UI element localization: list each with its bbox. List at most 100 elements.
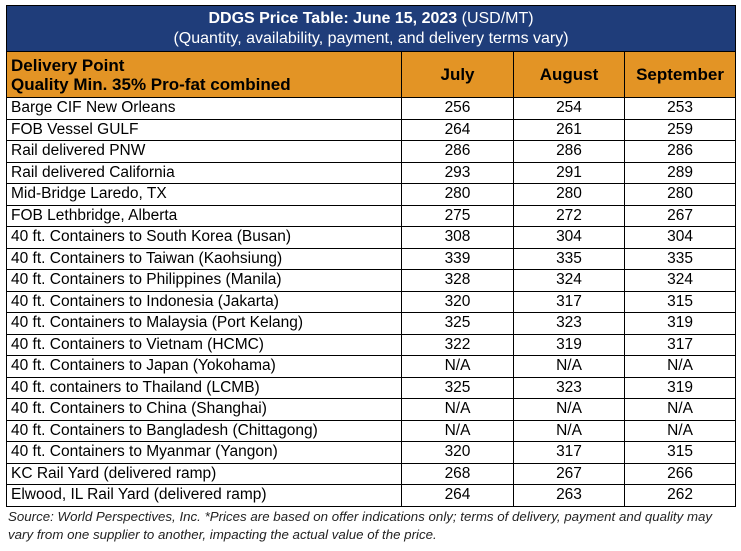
table-row: Barge CIF New Orleans 256 254 253 (6, 97, 737, 120)
august-price-cell: 323 (513, 376, 625, 399)
location-cell: 40 ft. Containers to Malaysia (Port Kela… (6, 312, 402, 335)
july-price-cell: N/A (401, 398, 514, 421)
september-price-cell: 289 (623, 161, 737, 184)
august-price-cell: 335 (513, 247, 625, 270)
location-cell: 40 ft. Containers to South Korea (Busan) (6, 226, 402, 249)
table-row: Mid-Bridge Laredo, TX 280 280 280 (6, 183, 737, 206)
august-price-cell: 317 (513, 290, 625, 313)
july-price-cell: 275 (401, 204, 514, 227)
september-price-cell: 324 (623, 269, 737, 292)
july-price-cell: 264 (401, 484, 514, 507)
location-cell: 40 ft. Containers to Taiwan (Kaohsiung) (6, 247, 402, 270)
table-row: 40 ft. Containers to Indonesia (Jakarta)… (6, 290, 737, 313)
location-cell: 40 ft. Containers to Vietnam (HCMC) (6, 333, 402, 356)
august-price-cell: 291 (513, 161, 625, 184)
location-cell: 40 ft. Containers to Philippines (Manila… (6, 269, 402, 292)
september-price-cell: 317 (623, 333, 737, 356)
september-price-cell: 253 (623, 97, 737, 120)
location-cell: Rail delivered California (6, 161, 402, 184)
footnote: Source: World Perspectives, Inc. *Prices… (8, 508, 713, 542)
august-price-cell: N/A (513, 419, 625, 442)
month-header-september: September (623, 51, 737, 98)
august-price-cell: 286 (513, 140, 625, 163)
table-row: 40 ft. Containers to Malaysia (Port Kela… (6, 312, 737, 335)
august-price-cell: 263 (513, 484, 625, 507)
july-price-cell: 328 (401, 269, 514, 292)
table-row: 40 ft. Containers to South Korea (Busan)… (6, 226, 737, 249)
table-row: Rail delivered PNW 286 286 286 (6, 140, 737, 163)
july-price-cell: 320 (401, 290, 514, 313)
table-row: 40 ft. Containers to Philippines (Manila… (6, 269, 737, 292)
september-price-cell: 304 (623, 226, 737, 249)
september-price-cell: 266 (623, 462, 737, 485)
august-price-cell: N/A (513, 355, 625, 378)
august-price-cell: 317 (513, 441, 625, 464)
table-row: 40 ft. Containers to Bangladesh (Chittag… (6, 419, 737, 442)
july-price-cell: 293 (401, 161, 514, 184)
location-cell: KC Rail Yard (delivered ramp) (6, 462, 402, 485)
location-cell: 40 ft. Containers to Bangladesh (Chittag… (6, 419, 402, 442)
august-price-cell: N/A (513, 398, 625, 421)
september-price-cell: 262 (623, 484, 737, 507)
september-price-cell: 259 (623, 118, 737, 141)
price-table-container: DDGS Price Table: June 15, 2023 (USD/MT)… (5, 5, 737, 544)
table-row: 40 ft. containers to Thailand (LCMB) 325 3… (6, 376, 737, 399)
location-cell: Rail delivered PNW (6, 140, 402, 163)
september-price-cell: N/A (623, 355, 737, 378)
august-price-cell: 280 (513, 183, 625, 206)
table-row: 40 ft. Containers to Vietnam (HCMC) 322 31… (6, 333, 737, 356)
table-row: 40 ft. Containers to Japan (Yokohama) N/A… (6, 355, 737, 378)
august-price-cell: 304 (513, 226, 625, 249)
august-price-cell: 323 (513, 312, 625, 335)
july-price-cell: 268 (401, 462, 514, 485)
location-cell: Mid-Bridge Laredo, TX (6, 183, 402, 206)
september-price-cell: N/A (623, 398, 737, 421)
september-price-cell: 315 (623, 290, 737, 313)
september-price-cell: 319 (623, 312, 737, 335)
title-row: DDGS Price Table: June 15, 2023 (USD/MT)… (5, 5, 737, 52)
location-cell: 40 ft. Containers to Indonesia (Jakarta) (6, 290, 402, 313)
table-row: Rail delivered California 293 291 289 (6, 161, 737, 184)
location-cell: FOB Vessel GULF (6, 118, 402, 141)
august-price-cell: 267 (513, 462, 625, 485)
september-price-cell: 280 (623, 183, 737, 206)
location-cell: Elwood, IL Rail Yard (delivered ramp) (6, 484, 402, 507)
august-price-cell: 272 (513, 204, 625, 227)
location-cell: 40 ft. Containers to China (Shanghai) (6, 398, 402, 421)
location-cell: FOB Lethbridge, Alberta (6, 204, 402, 227)
table-row: FOB Lethbridge, Alberta 275 272 267 (6, 204, 737, 227)
delivery-point-header: Delivery Point Quality Min. 35% Pro-fat … (6, 51, 402, 98)
location-cell: 40 ft. Containers to Myanmar (Yangon) (6, 441, 402, 464)
september-price-cell: N/A (623, 419, 737, 442)
month-header-july: July (401, 51, 514, 98)
september-price-cell: 286 (623, 140, 737, 163)
table-title: DDGS Price Table: June 15, 2023 (USD/MT)… (5, 5, 737, 52)
july-price-cell: 325 (401, 376, 514, 399)
header-row: Delivery Point Quality Min. 35% Pro-fat … (6, 51, 737, 98)
july-price-cell: 339 (401, 247, 514, 270)
september-price-cell: 319 (623, 376, 737, 399)
september-price-cell: 335 (623, 247, 737, 270)
title-subtitle: (Quantity, availability, payment, and de… (173, 29, 569, 47)
title-unit: (USD/MT) (461, 9, 534, 27)
table-row: 40 ft. Containers to China (Shanghai) N/A… (6, 398, 737, 421)
july-price-cell: 264 (401, 118, 514, 141)
august-price-cell: 319 (513, 333, 625, 356)
july-price-cell: 280 (401, 183, 514, 206)
quality-label: Quality Min. 35% Pro-fat combined (11, 74, 291, 94)
august-price-cell: 254 (513, 97, 625, 120)
july-price-cell: 325 (401, 312, 514, 335)
location-cell: 40 ft. Containers to Japan (Yokohama) (6, 355, 402, 378)
table-body: Barge CIF New Orleans 256 254 253 FOB Vessel… (6, 97, 737, 507)
july-price-cell: 322 (401, 333, 514, 356)
month-header-august: August (513, 51, 625, 98)
table-row: 40 ft. Containers to Myanmar (Yangon) 320… (6, 441, 737, 464)
table-row: KC Rail Yard (delivered ramp) 268 267 266 (6, 462, 737, 485)
table-row: 40 ft. Containers to Taiwan (Kaohsiung) 3… (6, 247, 737, 270)
august-price-cell: 261 (513, 118, 625, 141)
title-main: DDGS Price Table: June 15, 2023 (208, 9, 458, 27)
location-cell: 40 ft. containers to Thailand (LCMB) (6, 376, 402, 399)
july-price-cell: 286 (401, 140, 514, 163)
september-price-cell: 315 (623, 441, 737, 464)
july-price-cell: 256 (401, 97, 514, 120)
